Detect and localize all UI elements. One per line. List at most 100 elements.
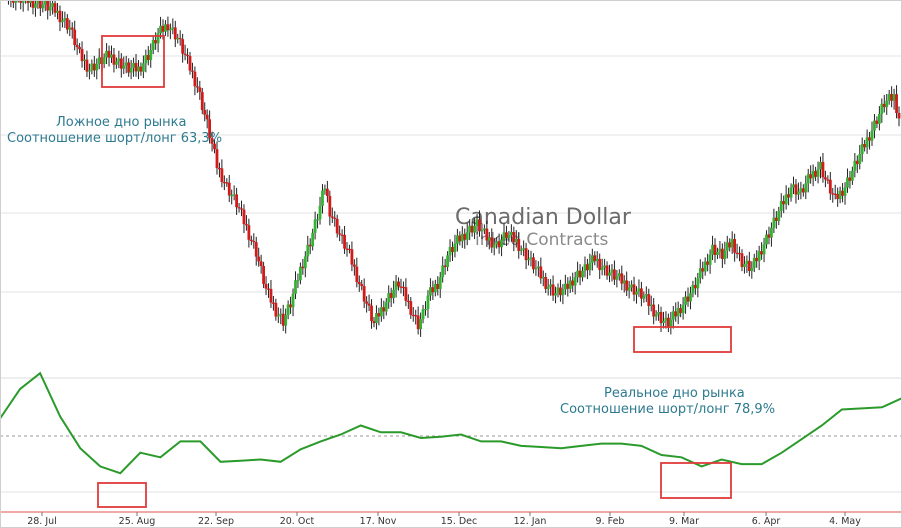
candle-down <box>272 302 275 304</box>
candle-up <box>637 288 641 292</box>
candle-up <box>527 258 530 261</box>
candle-up <box>595 258 599 262</box>
candle-down <box>70 27 74 30</box>
candle-down <box>497 241 501 248</box>
candle-up <box>792 184 795 188</box>
candle-up <box>529 257 533 259</box>
candle-down <box>139 66 143 72</box>
candle-up <box>600 267 604 270</box>
candle-up <box>68 27 72 30</box>
candle-up <box>441 265 445 278</box>
candle-down <box>443 265 447 268</box>
x-tick-label: 6. Apr <box>752 516 781 527</box>
false-bottom-ratio-box <box>97 482 147 508</box>
candle-up <box>387 293 391 303</box>
candle-up <box>156 33 160 44</box>
candle-up <box>276 315 280 317</box>
candle-up <box>799 188 803 192</box>
candle-down <box>181 39 185 54</box>
candle-up <box>846 177 849 188</box>
x-tick-label: 22. Sep <box>198 516 234 527</box>
candle-up <box>61 20 64 23</box>
candle-up <box>708 254 712 265</box>
candle-down <box>875 120 879 124</box>
candle-down <box>652 304 656 317</box>
candle-up <box>448 247 452 256</box>
candle-down <box>566 283 570 289</box>
candle-down <box>774 217 778 221</box>
candle-down <box>345 248 349 250</box>
candle-down <box>824 177 827 180</box>
candle-down <box>75 45 79 48</box>
candle-up <box>232 194 236 196</box>
candle-down <box>235 194 239 208</box>
false-bottom-ratio-label: Соотношение шорт/лонг 63,3% <box>7 131 222 146</box>
candle-up <box>48 6 52 11</box>
candle-up <box>176 37 180 40</box>
candle-up <box>819 161 822 170</box>
candle-up <box>95 63 99 71</box>
candle-up <box>772 217 776 228</box>
candle-down <box>470 225 474 233</box>
candle-up <box>313 219 317 233</box>
candle-up <box>777 210 781 221</box>
candle-down <box>252 240 256 243</box>
candle-down <box>836 194 840 200</box>
candle-up <box>279 313 283 316</box>
candle-down <box>868 137 871 141</box>
candle-up <box>318 205 322 220</box>
candle-up <box>669 319 673 328</box>
candle-up <box>757 251 761 262</box>
candle-up <box>41 4 45 9</box>
candle-up <box>752 257 756 268</box>
candle-up <box>522 248 526 250</box>
candle-up <box>838 190 842 200</box>
candle-up <box>122 65 126 69</box>
candle-down <box>821 161 825 178</box>
candle-up <box>608 272 611 276</box>
candle-down <box>760 251 764 255</box>
candle-up <box>124 62 128 66</box>
candle-down <box>186 54 189 57</box>
candle-up <box>34 3 37 8</box>
candle-down <box>352 264 356 267</box>
candle-down <box>360 284 364 287</box>
candle-down <box>458 235 462 242</box>
candle-down <box>841 190 844 196</box>
candle-down <box>787 194 791 198</box>
candle-up <box>745 260 749 264</box>
candle-up <box>811 170 815 179</box>
candle-up <box>541 277 545 279</box>
candle-down <box>264 283 268 289</box>
candle-down <box>674 311 678 317</box>
candle-up <box>509 232 513 236</box>
candle-up <box>546 286 550 289</box>
candle-up <box>662 320 665 324</box>
candle-up <box>502 232 506 240</box>
candle-down <box>733 239 737 253</box>
candle-up <box>806 174 810 184</box>
candle-down <box>735 252 739 254</box>
candle-up <box>576 270 580 278</box>
candle-down <box>19 0 23 3</box>
candle-up <box>171 27 175 29</box>
candle-up <box>691 284 695 294</box>
watermark-subtitle: inked Contracts <box>475 230 609 250</box>
candle-up <box>144 55 148 64</box>
candle-up <box>534 267 538 270</box>
candle-up <box>684 296 687 305</box>
candle-down <box>173 27 177 40</box>
candle-down <box>166 24 170 31</box>
candle-down <box>220 168 224 182</box>
candle-up <box>644 294 648 296</box>
candle-up <box>887 94 891 101</box>
false-bottom-candle-box <box>101 35 165 88</box>
candle-down <box>863 144 867 148</box>
candle-down <box>127 62 131 73</box>
candle-up <box>117 58 121 62</box>
candle-down <box>578 270 582 278</box>
candle-up <box>29 0 32 3</box>
candle-down <box>517 239 521 251</box>
candle-down <box>620 273 624 284</box>
